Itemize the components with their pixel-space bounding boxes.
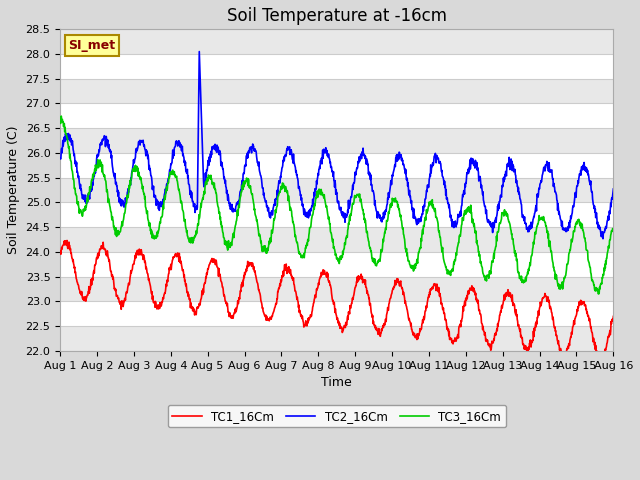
Y-axis label: Soil Temperature (C): Soil Temperature (C) bbox=[7, 126, 20, 254]
TC1_16Cm bbox=[544, 294, 552, 300]
TC1_16Cm bbox=[423, 304, 431, 310]
Legend: TC1_16Cm, TC2_16Cm, TC3_16Cm: TC1_16Cm, TC2_16Cm, TC3_16Cm bbox=[168, 405, 506, 428]
TC2_16Cm bbox=[609, 186, 617, 192]
TC2_16Cm bbox=[179, 151, 187, 157]
TC1_16Cm bbox=[63, 238, 71, 243]
TC2_16Cm bbox=[544, 160, 552, 166]
Bar bbox=[60, 178, 613, 203]
TC3_16Cm bbox=[56, 118, 64, 123]
Bar bbox=[60, 128, 613, 153]
TC3_16Cm bbox=[595, 291, 602, 297]
TC1_16Cm bbox=[56, 248, 64, 254]
Bar bbox=[60, 79, 613, 104]
Bar bbox=[60, 276, 613, 301]
Bar bbox=[60, 326, 613, 351]
TC1_16Cm bbox=[609, 313, 617, 319]
TC2_16Cm bbox=[166, 167, 173, 173]
Title: Soil Temperature at -16cm: Soil Temperature at -16cm bbox=[227, 7, 447, 25]
Bar bbox=[60, 227, 613, 252]
TC2_16Cm bbox=[195, 48, 203, 54]
TC1_16Cm bbox=[495, 317, 503, 323]
X-axis label: Time: Time bbox=[321, 376, 352, 389]
TC3_16Cm bbox=[166, 169, 174, 175]
TC1_16Cm bbox=[600, 357, 607, 363]
TC3_16Cm bbox=[58, 113, 65, 119]
TC3_16Cm bbox=[609, 228, 617, 233]
TC3_16Cm bbox=[180, 210, 188, 216]
TC3_16Cm bbox=[423, 210, 431, 216]
TC1_16Cm bbox=[166, 264, 174, 270]
TC3_16Cm bbox=[495, 221, 503, 227]
TC2_16Cm bbox=[495, 199, 503, 204]
Line: TC1_16Cm: TC1_16Cm bbox=[60, 240, 613, 360]
Line: TC2_16Cm: TC2_16Cm bbox=[60, 51, 613, 239]
TC3_16Cm bbox=[544, 235, 552, 241]
TC2_16Cm bbox=[241, 162, 249, 168]
Bar bbox=[60, 29, 613, 54]
TC1_16Cm bbox=[180, 270, 188, 276]
TC2_16Cm bbox=[56, 155, 64, 161]
TC1_16Cm bbox=[241, 270, 249, 276]
TC2_16Cm bbox=[423, 189, 431, 194]
Line: TC3_16Cm: TC3_16Cm bbox=[60, 116, 613, 294]
TC2_16Cm bbox=[599, 236, 607, 241]
TC3_16Cm bbox=[241, 180, 249, 186]
Text: SI_met: SI_met bbox=[68, 39, 116, 52]
